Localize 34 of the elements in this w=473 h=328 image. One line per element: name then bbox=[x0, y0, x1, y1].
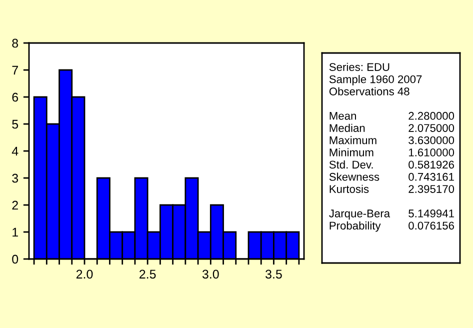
text: 2.075000 bbox=[408, 124, 454, 132]
y-tick-label: 7 bbox=[12, 66, 18, 75]
text: Observations 48 bbox=[329, 87, 410, 96]
text: 2.280000 bbox=[408, 112, 454, 120]
text: 0.076156 bbox=[408, 222, 454, 230]
text: Maximum bbox=[330, 136, 376, 144]
x-tick-label: 2.5 bbox=[140, 270, 156, 279]
text: 1.610000 bbox=[408, 148, 454, 156]
y-tick-label: 8 bbox=[12, 38, 18, 48]
text: Series: EDU bbox=[329, 62, 390, 71]
y-tick-label: 6 bbox=[12, 92, 18, 102]
text: Median bbox=[330, 124, 365, 132]
y-tick-label: 3 bbox=[12, 174, 18, 183]
x-tick-label: 3.5 bbox=[266, 270, 282, 279]
text: Skewness bbox=[329, 172, 380, 181]
x-tick-label: 3.0 bbox=[202, 270, 219, 279]
x-tick-label: 2.0 bbox=[76, 270, 93, 279]
text: 3.630000 bbox=[408, 136, 454, 144]
text: Probability bbox=[330, 221, 381, 232]
text: Jarque-Bera bbox=[329, 210, 390, 220]
text: Std. Dev. bbox=[329, 160, 373, 169]
text: 5.149941 bbox=[408, 210, 454, 218]
text: 0.581926 bbox=[408, 160, 454, 169]
text: Sample 1960 2007 bbox=[329, 75, 422, 86]
text: 2.395170 bbox=[408, 185, 454, 193]
text: Kurtosis bbox=[330, 184, 369, 193]
y-tick-label: 2 bbox=[12, 200, 18, 210]
y-tick-label: 5 bbox=[12, 120, 18, 129]
text: Minimum bbox=[330, 148, 374, 156]
y-tick-label: 4 bbox=[12, 146, 18, 156]
text: Mean bbox=[330, 112, 356, 120]
y-tick-label: 1 bbox=[12, 228, 18, 237]
y-tick-label: 0 bbox=[12, 254, 18, 264]
text: 0.743161 bbox=[408, 172, 454, 181]
